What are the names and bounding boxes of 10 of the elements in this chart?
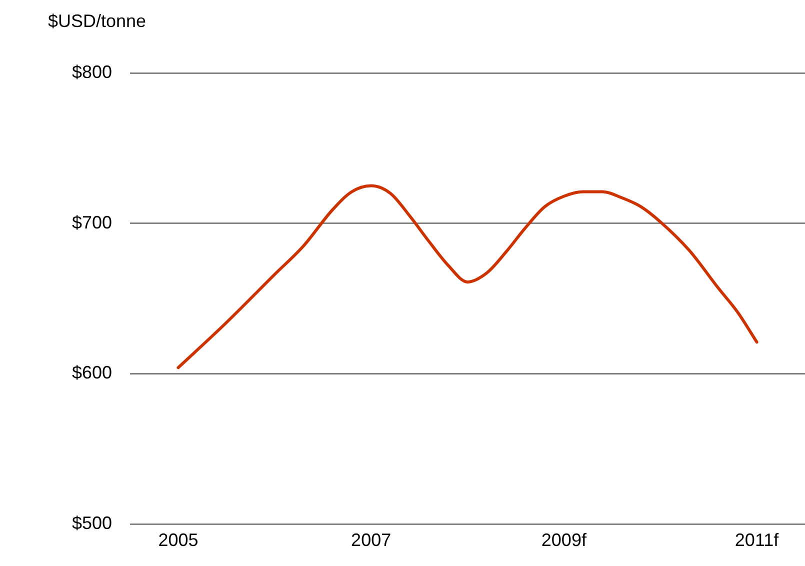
y-tick-label: $800 xyxy=(72,62,112,82)
x-tick-label: 2011f xyxy=(734,530,780,550)
x-tick-label: 2007 xyxy=(351,530,392,550)
y-tick-label: $700 xyxy=(72,212,112,232)
x-tick-label: 2005 xyxy=(158,530,198,550)
x-tick-label: 2009f xyxy=(541,530,588,550)
line-series xyxy=(176,184,758,370)
y-tick-label: $600 xyxy=(72,362,112,383)
y-tick-label: $500 xyxy=(72,512,112,533)
y-axis-title: $USD/tonne xyxy=(48,10,146,31)
